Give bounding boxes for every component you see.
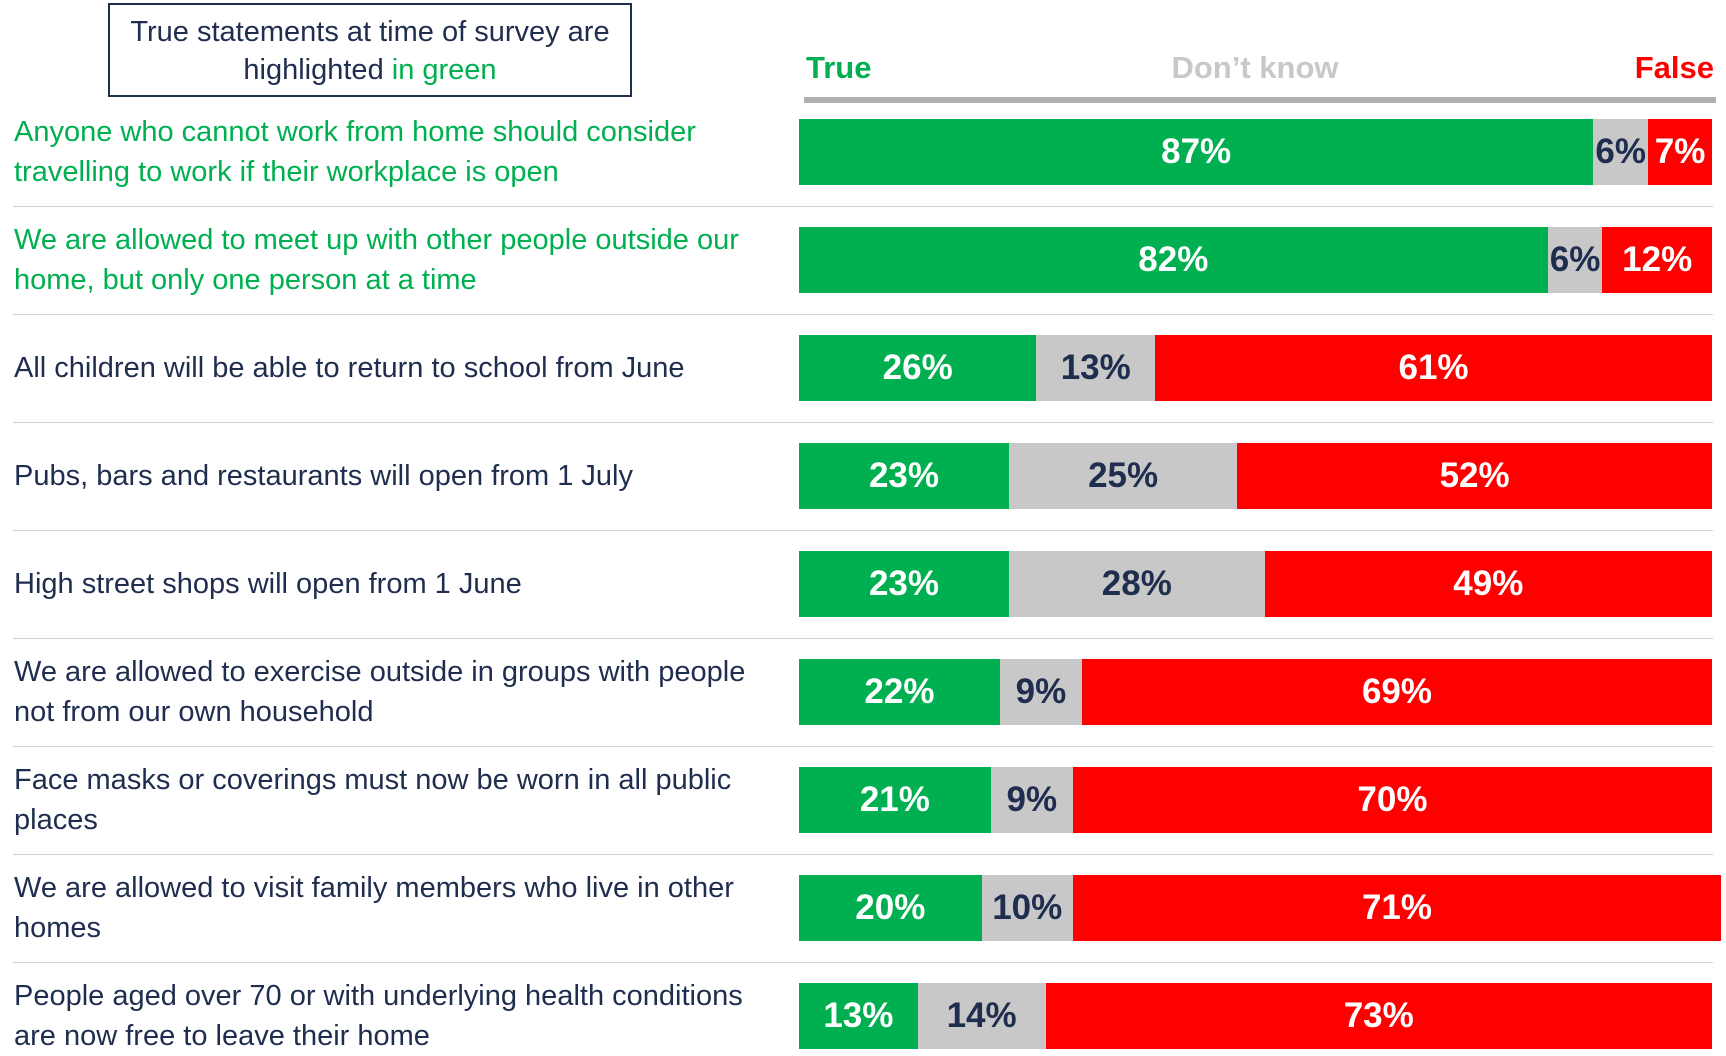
bar-segment: 69%: [1082, 659, 1712, 725]
value-label: 26%: [882, 348, 953, 387]
value-label: 10%: [992, 888, 1063, 927]
bar-segment: 61%: [1155, 335, 1712, 401]
value-label: 49%: [1453, 564, 1524, 603]
value-label: 13%: [823, 996, 894, 1035]
header-rule: [804, 97, 1716, 103]
category-label: People aged over 70 or with underlying h…: [14, 980, 743, 1052]
value-label: 70%: [1357, 780, 1428, 819]
bar-segment: 23%: [799, 551, 1009, 617]
row-separator: [13, 962, 1713, 963]
bar-segment: 6%: [1593, 119, 1649, 185]
value-label: 12%: [1622, 240, 1693, 279]
bar-segment: 13%: [799, 983, 918, 1049]
category-label: We are allowed to exercise outside in gr…: [14, 656, 746, 728]
row-separator: [13, 854, 1713, 855]
value-label: 20%: [855, 888, 926, 927]
bar-segment: 23%: [799, 443, 1009, 509]
row-separator: [13, 746, 1713, 747]
bar-segment: 87%: [799, 119, 1594, 185]
value-label: 23%: [868, 456, 940, 495]
category-label: High street shops will open from 1 June: [14, 568, 522, 600]
bar-segment: 6%: [1547, 227, 1603, 293]
bar-segment: 14%: [917, 983, 1046, 1049]
note-highlight: in green: [391, 54, 497, 86]
bar-segment: 82%: [799, 227, 1548, 293]
legend-entry: True: [806, 50, 872, 85]
bar-segment: 22%: [799, 659, 1000, 725]
row-separator: [13, 638, 1713, 639]
value-label: 52%: [1439, 456, 1510, 495]
value-label: 23%: [868, 564, 940, 603]
value-label: 25%: [1088, 456, 1159, 495]
category-label: We are allowed to meet up with other peo…: [14, 224, 739, 296]
row-separator: [13, 314, 1713, 315]
bar-segment: 9%: [990, 767, 1073, 833]
category-label: All children will be able to return to s…: [14, 352, 685, 384]
row-separator: [13, 206, 1713, 207]
bar-segment: 9%: [999, 659, 1083, 725]
category-label: We are allowed to visit family members w…: [14, 872, 734, 944]
row-separator: [13, 422, 1713, 423]
value-label: 28%: [1101, 564, 1172, 603]
value-label: 61%: [1398, 348, 1469, 387]
value-label: 22%: [864, 672, 935, 711]
bar-segment: 10%: [981, 875, 1073, 941]
value-label: 73%: [1343, 996, 1414, 1035]
legend-entry: False: [1634, 50, 1714, 85]
value-label: 9%: [1015, 672, 1067, 711]
bar-segment: 7%: [1648, 119, 1712, 185]
bar-segment: 13%: [1036, 335, 1156, 401]
category-label: Anyone who cannot work from home should …: [14, 116, 696, 188]
bar-segment: 25%: [1008, 443, 1238, 509]
bar-segment: 52%: [1237, 443, 1712, 509]
value-label: 13%: [1060, 348, 1131, 387]
bar-segment: 28%: [1008, 551, 1265, 617]
value-label: 71%: [1361, 888, 1433, 927]
bar-segment: 70%: [1072, 767, 1712, 833]
value-label: 69%: [1361, 672, 1433, 711]
value-label: 14%: [946, 996, 1017, 1035]
row-separator: [13, 530, 1713, 531]
value-label: 9%: [1006, 780, 1058, 819]
value-label: 6%: [1595, 132, 1646, 171]
bar-segment: 12%: [1602, 227, 1712, 293]
value-label: 87%: [1161, 132, 1232, 171]
value-label: 21%: [859, 780, 930, 819]
value-label: 6%: [1549, 240, 1601, 279]
value-label: 82%: [1138, 240, 1209, 279]
note-box: True statements at time of survey are hi…: [108, 3, 632, 97]
bar-segment: 21%: [799, 767, 991, 833]
bar-segment: 26%: [799, 335, 1037, 401]
value-label: 7%: [1654, 132, 1706, 171]
bar-segment: 49%: [1264, 551, 1712, 617]
bar-segment: 71%: [1072, 875, 1722, 941]
legend-entry: Don’t know: [1171, 50, 1339, 85]
category-label: Face masks or coverings must now be worn…: [14, 764, 732, 836]
category-label: Pubs, bars and restaurants will open fro…: [14, 460, 633, 492]
bar-segment: 20%: [799, 875, 982, 941]
bar-segment: 73%: [1045, 983, 1712, 1049]
note: True statements at time of survey are hi…: [130, 16, 610, 86]
